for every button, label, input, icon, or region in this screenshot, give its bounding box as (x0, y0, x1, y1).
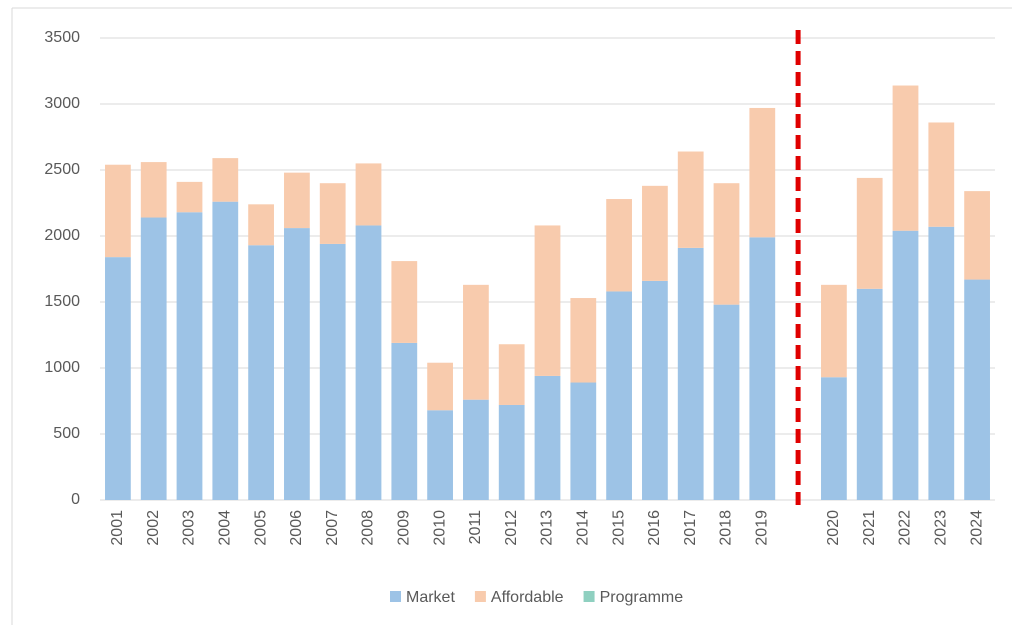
x-tick-label: 2006 (288, 510, 305, 546)
x-tick-label: 2012 (503, 510, 520, 546)
bar-segment (176, 181, 203, 213)
x-tick-label: 2022 (897, 510, 914, 546)
bar-segment (606, 199, 632, 292)
x-tick-label: 2007 (324, 510, 341, 546)
bar-segment (463, 284, 489, 400)
legend-label: Programme (600, 589, 684, 606)
bar-segment (964, 279, 990, 500)
bar-segment (534, 225, 561, 376)
x-tick-label: 2005 (252, 510, 269, 546)
bar-segment (463, 399, 489, 500)
bar-segment (105, 257, 131, 500)
bar-segment (964, 191, 990, 280)
x-tick-label: 2009 (396, 510, 413, 546)
y-tick-label: 500 (53, 425, 80, 442)
bar-segment (319, 243, 346, 501)
bar-segment (140, 162, 167, 218)
x-tick-label: 2021 (861, 510, 878, 546)
bar-segment (713, 304, 740, 500)
bar-segment (821, 377, 847, 500)
x-tick-label: 2008 (360, 510, 377, 546)
x-tick-label: 2020 (825, 510, 842, 546)
y-tick-label: 2500 (44, 161, 80, 178)
bar-segment (928, 122, 955, 227)
bar-segment (284, 172, 310, 229)
bar-segment (212, 201, 239, 500)
y-tick-label: 3000 (44, 95, 80, 112)
x-tick-label: 2002 (145, 510, 162, 546)
bar-segment (570, 382, 597, 500)
bar-segment (749, 237, 776, 500)
bar-segment (856, 288, 883, 500)
legend-swatch (390, 591, 401, 602)
bar-segment (749, 107, 776, 238)
bar-segment (856, 177, 883, 289)
legend-label: Market (406, 589, 455, 606)
legend-swatch (583, 591, 595, 602)
y-tick-label: 2000 (44, 227, 80, 244)
x-tick-label: 2018 (718, 510, 735, 546)
x-tick-label: 2003 (181, 510, 198, 546)
bar-segment (498, 344, 525, 405)
bar-segment (427, 410, 453, 500)
bar-segment (391, 261, 418, 343)
bar-segment (105, 164, 131, 258)
bar-segment (642, 280, 668, 500)
x-tick-label: 2023 (933, 510, 950, 546)
y-tick-label: 0 (71, 491, 80, 508)
x-tick-label: 2010 (431, 510, 448, 546)
bar-segment (427, 362, 453, 411)
bar-segment (570, 298, 597, 383)
bar-segment (248, 204, 274, 246)
bar-segment (248, 245, 274, 500)
legend-swatch (474, 591, 486, 602)
bar-segment (713, 183, 740, 305)
bar-segment (606, 291, 632, 500)
x-tick-label: 2004 (217, 510, 234, 546)
x-tick-label: 2015 (610, 510, 627, 546)
legend-label: Affordable (491, 589, 564, 606)
x-tick-label: 2019 (754, 510, 771, 546)
bar-segment (140, 217, 167, 500)
x-tick-label: 2011 (467, 510, 484, 545)
bar-segment (176, 212, 203, 501)
x-tick-label: 2001 (109, 510, 126, 546)
x-tick-label: 2013 (539, 510, 556, 546)
bar-segment (212, 158, 239, 202)
y-tick-label: 3500 (44, 29, 80, 46)
bar-segment (284, 228, 310, 500)
bar-segment (355, 163, 382, 226)
bar-segment (677, 247, 704, 500)
bar-segment (821, 284, 847, 378)
bar-segment (892, 85, 919, 231)
bar-segment (642, 185, 668, 281)
bar-segment (534, 375, 561, 500)
x-tick-label: 2016 (646, 510, 663, 546)
bar-segment (319, 183, 346, 244)
x-tick-label: 2017 (682, 510, 699, 546)
bar-segment (677, 151, 704, 248)
x-tick-label: 2014 (575, 510, 592, 546)
y-tick-label: 1500 (44, 293, 80, 310)
y-tick-label: 1000 (44, 359, 80, 376)
bar-segment (892, 230, 919, 500)
x-tick-label: 2024 (968, 510, 985, 546)
bar-segment (928, 226, 955, 500)
bar-segment (391, 342, 418, 500)
bar-segment (498, 404, 525, 500)
bar-segment (355, 225, 382, 500)
